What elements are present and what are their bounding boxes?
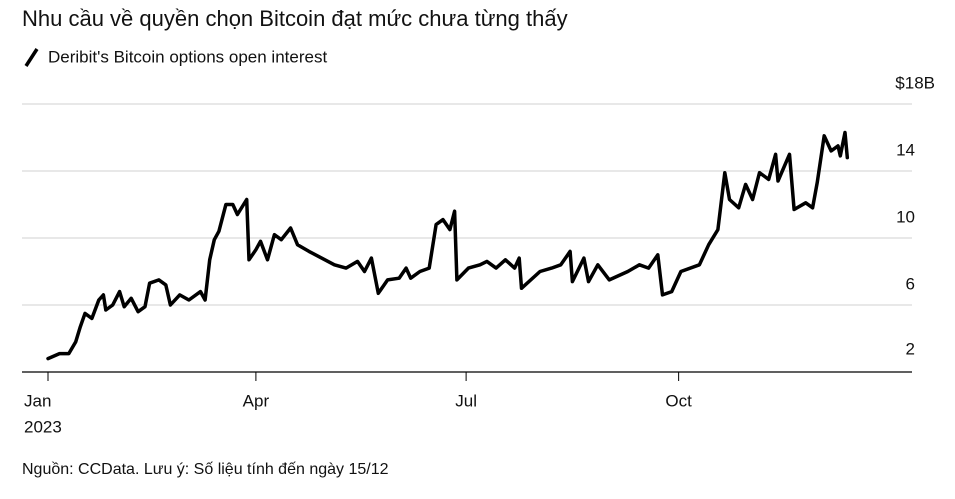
chart-title: Nhu cầu về quyền chọn Bitcoin đạt mức ch… <box>22 6 568 31</box>
x-tick-label: Oct <box>665 391 692 410</box>
legend-icon <box>24 48 39 67</box>
x-tick-label: Jan <box>24 391 51 410</box>
data-line <box>46 130 850 361</box>
y-tick-label: $18B <box>895 73 935 92</box>
x-tick-label: Apr <box>243 391 270 410</box>
y-tick-label: 2 <box>906 339 915 358</box>
x-year-label: 2023 <box>24 417 62 436</box>
y-tick-label: 10 <box>896 207 915 226</box>
y-tick-label: 6 <box>906 274 915 293</box>
legend-label: Deribit's Bitcoin options open interest <box>48 47 327 66</box>
y-tick-label: 14 <box>896 140 915 159</box>
x-tick-label: Jul <box>455 391 477 410</box>
source-note: Nguồn: CCData. Lưu ý: Số liệu tính đến n… <box>22 461 389 478</box>
